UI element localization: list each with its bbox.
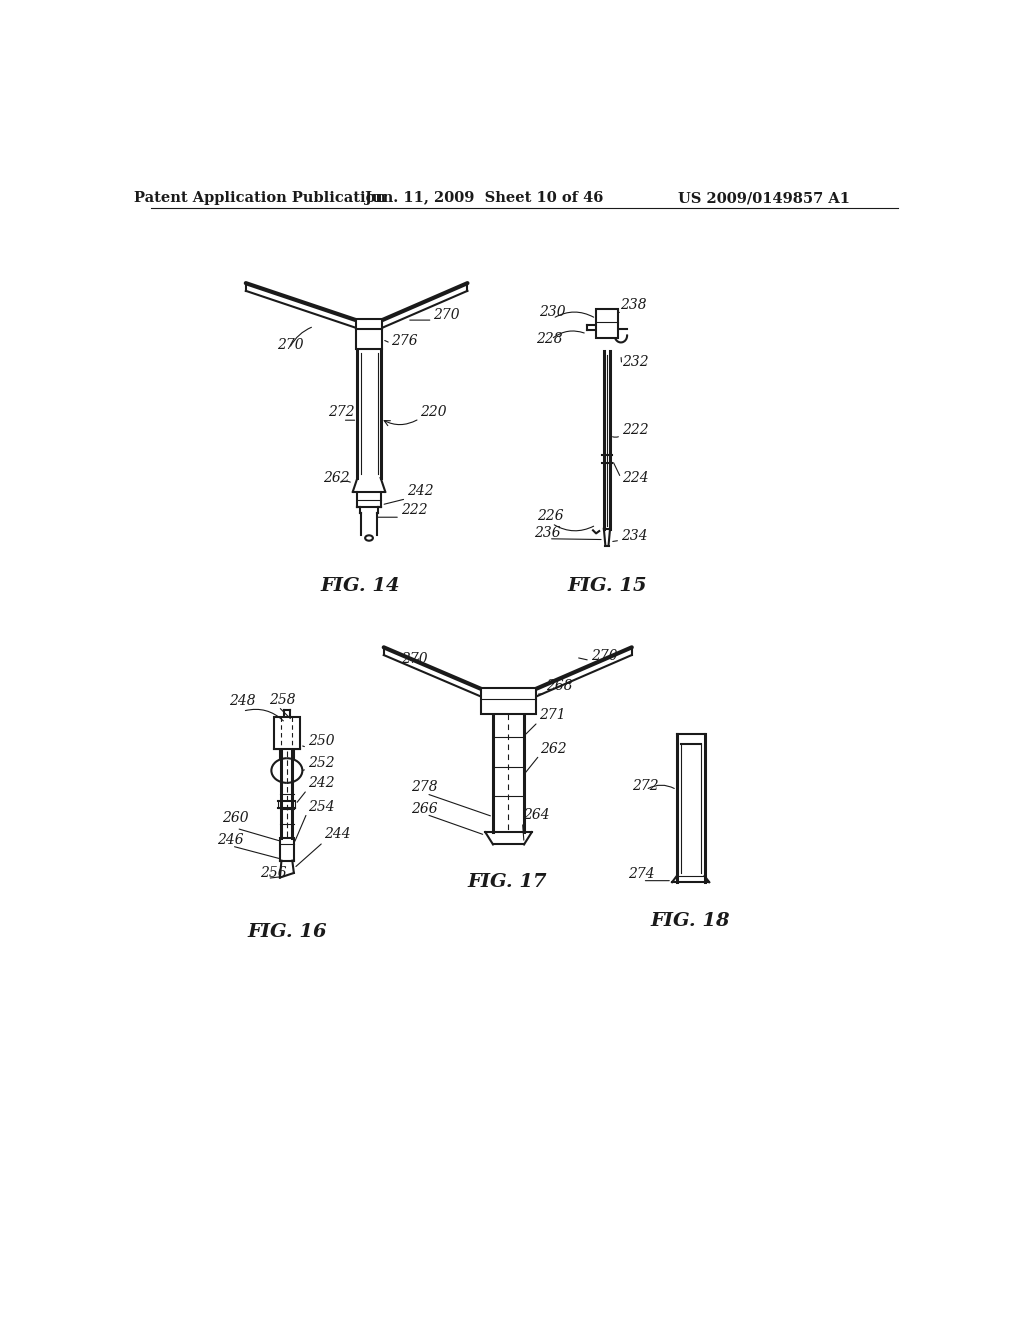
Text: 250: 250 <box>308 734 335 748</box>
Bar <box>596 309 617 338</box>
Text: 230: 230 <box>539 305 565 319</box>
Text: 228: 228 <box>537 333 563 346</box>
Text: FIG. 16: FIG. 16 <box>247 923 327 941</box>
Text: 222: 222 <box>400 503 427 517</box>
Text: 274: 274 <box>628 867 654 882</box>
Text: 278: 278 <box>411 780 437 795</box>
Ellipse shape <box>366 536 373 541</box>
Text: US 2009/0149857 A1: US 2009/0149857 A1 <box>678 191 850 206</box>
Text: Jun. 11, 2009  Sheet 10 of 46: Jun. 11, 2009 Sheet 10 of 46 <box>366 191 604 206</box>
Text: 232: 232 <box>623 355 649 370</box>
Text: 264: 264 <box>523 808 550 822</box>
Text: 260: 260 <box>222 810 249 825</box>
Text: 270: 270 <box>592 649 618 664</box>
Bar <box>356 318 382 350</box>
Text: 270: 270 <box>400 652 427 665</box>
Text: 256: 256 <box>260 866 287 880</box>
Text: 242: 242 <box>308 776 335 791</box>
Text: 268: 268 <box>547 678 573 693</box>
Text: 248: 248 <box>228 694 255 708</box>
Text: 254: 254 <box>308 800 335 813</box>
Text: 262: 262 <box>324 471 350 484</box>
Text: 246: 246 <box>217 833 244 846</box>
Text: 272: 272 <box>328 405 354 420</box>
Text: 226: 226 <box>538 510 564 523</box>
Text: 258: 258 <box>269 693 296 706</box>
Text: FIG. 14: FIG. 14 <box>321 577 400 595</box>
Text: FIG. 17: FIG. 17 <box>468 874 548 891</box>
Text: 272: 272 <box>632 779 658 793</box>
Text: 252: 252 <box>308 755 335 770</box>
Bar <box>273 717 300 748</box>
Text: 266: 266 <box>411 801 437 816</box>
Text: 242: 242 <box>407 484 433 498</box>
Text: FIG. 15: FIG. 15 <box>567 577 647 595</box>
Text: 224: 224 <box>622 471 648 484</box>
Bar <box>481 688 536 714</box>
Text: 244: 244 <box>324 828 350 841</box>
Text: 222: 222 <box>622 422 648 437</box>
Text: 238: 238 <box>621 297 647 312</box>
Text: 276: 276 <box>391 334 418 347</box>
Text: 220: 220 <box>420 405 446 420</box>
Text: 262: 262 <box>541 742 567 756</box>
Text: 271: 271 <box>539 708 565 722</box>
Text: Patent Application Publication: Patent Application Publication <box>134 191 386 206</box>
Text: 270: 270 <box>276 338 303 352</box>
Text: FIG. 18: FIG. 18 <box>651 912 730 929</box>
Text: 270: 270 <box>433 308 460 322</box>
Text: 234: 234 <box>621 528 647 543</box>
Text: 236: 236 <box>535 527 561 540</box>
